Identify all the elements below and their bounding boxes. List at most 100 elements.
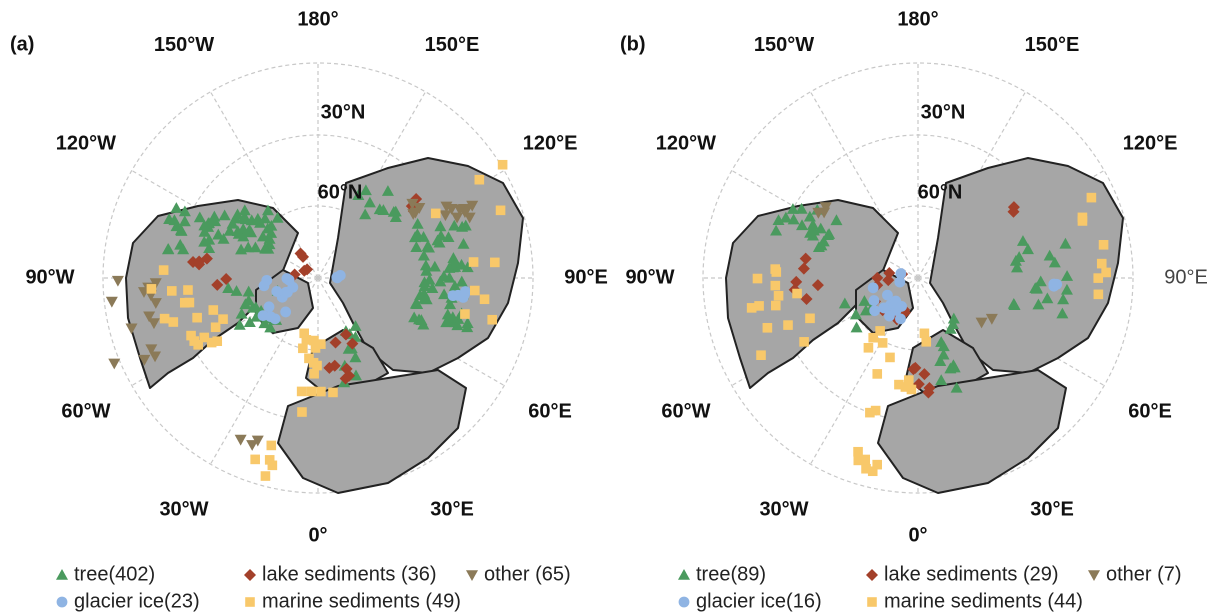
tree-marker xyxy=(349,320,362,331)
tree-marker xyxy=(418,287,431,299)
tree-marker xyxy=(1043,249,1056,261)
tree-marker xyxy=(381,185,394,196)
tree-marker xyxy=(457,237,470,249)
lake-marker xyxy=(220,272,233,285)
meridian-line xyxy=(809,91,919,279)
tree-marker xyxy=(455,275,468,287)
tree-marker xyxy=(786,203,799,214)
tree-marker xyxy=(230,285,243,296)
tree-marker xyxy=(259,212,272,224)
tree-marker xyxy=(795,202,808,214)
marine-marker xyxy=(316,339,326,349)
marine-marker xyxy=(770,280,781,291)
tree-marker xyxy=(448,219,461,231)
lake-marker xyxy=(883,267,896,280)
marine-marker xyxy=(212,336,223,347)
other-marker xyxy=(234,434,247,446)
latitude-label: 30°N xyxy=(921,101,966,123)
tree-marker xyxy=(823,228,836,239)
glacier-marker xyxy=(896,300,907,312)
other-marker xyxy=(439,210,452,222)
tree-marker xyxy=(803,210,816,222)
marine-marker xyxy=(1093,273,1104,283)
lake-marker xyxy=(800,292,813,305)
tree-marker xyxy=(175,224,188,235)
tree-marker xyxy=(1032,298,1045,310)
lake-marker xyxy=(288,268,301,281)
marine-marker xyxy=(430,208,441,219)
glacier-marker xyxy=(895,268,907,279)
tree-marker xyxy=(850,321,863,333)
tree-marker xyxy=(935,336,948,347)
tree-marker xyxy=(373,203,386,215)
lake-marker xyxy=(882,274,895,287)
longitude-label: 150°W xyxy=(154,34,214,56)
marine-marker xyxy=(218,314,228,324)
longitude-label: 90°W xyxy=(625,266,674,288)
other-marker xyxy=(818,207,831,219)
map-panel: 180° 150°E 120°E 90°E 60°E 30°E 0° 30°W 60°W 90°W… xyxy=(625,8,1207,546)
tree-marker xyxy=(212,228,225,240)
tree-marker xyxy=(814,222,827,234)
tree-marker xyxy=(178,205,191,217)
marine-marker xyxy=(146,284,157,294)
legend: tree(402) lake sediments (36) other (65) gl… xyxy=(56,563,571,612)
tree-marker xyxy=(779,211,792,223)
glacier-marker xyxy=(869,305,881,317)
marine-marker xyxy=(861,463,871,474)
marine-marker xyxy=(304,353,314,364)
tree-marker xyxy=(206,214,219,226)
marine-marker xyxy=(306,386,317,397)
tree-marker xyxy=(246,301,259,313)
tree-marker xyxy=(1029,282,1042,294)
tree-marker xyxy=(838,297,851,309)
latitude-circle xyxy=(102,62,534,494)
tree-marker xyxy=(222,282,235,294)
tree-marker xyxy=(944,362,957,374)
marine-marker xyxy=(754,301,764,311)
longitude-label: 120°W xyxy=(656,132,716,154)
tree-marker xyxy=(235,243,248,255)
tree-marker xyxy=(359,184,372,196)
tree-marker xyxy=(193,211,206,223)
marine-marker xyxy=(867,597,877,607)
lake-marker xyxy=(799,252,812,265)
marine-marker xyxy=(860,454,871,465)
panel-label: (b) xyxy=(620,33,646,55)
latitude-circle xyxy=(702,62,1134,494)
glacier-marker xyxy=(56,596,68,608)
tree-marker xyxy=(387,206,400,217)
tree-marker xyxy=(243,316,256,327)
glacier-marker xyxy=(895,313,906,325)
tree-marker xyxy=(411,217,424,229)
marine-marker xyxy=(872,369,883,379)
tree-marker xyxy=(259,242,272,254)
tree-marker xyxy=(243,224,256,235)
longitude-label: 30°W xyxy=(159,498,208,520)
tree-marker xyxy=(422,241,435,253)
marine-marker xyxy=(186,330,196,341)
longitude-label: 30°E xyxy=(430,498,474,520)
marine-marker xyxy=(250,454,260,465)
other-marker xyxy=(466,200,479,212)
longitude-label: 120°W xyxy=(56,132,116,154)
tree-marker xyxy=(1021,243,1034,255)
tree-marker xyxy=(944,322,957,334)
marine-marker xyxy=(298,343,308,354)
legend-label: tree(89) xyxy=(696,563,766,585)
marine-marker xyxy=(310,343,321,353)
other-marker xyxy=(466,570,478,581)
tree-marker xyxy=(434,229,447,241)
tree-marker xyxy=(950,381,963,393)
lake-marker xyxy=(811,279,824,292)
marine-marker xyxy=(1098,239,1109,250)
marine-marker xyxy=(316,386,326,397)
tree-marker xyxy=(417,231,430,242)
longitude-label: 120°E xyxy=(1123,132,1178,154)
other-marker xyxy=(108,358,121,370)
other-marker xyxy=(125,323,138,335)
tree-marker xyxy=(1057,293,1070,305)
glacier-marker xyxy=(263,301,275,313)
tree-marker xyxy=(203,242,216,254)
glacier-marker xyxy=(271,286,283,297)
